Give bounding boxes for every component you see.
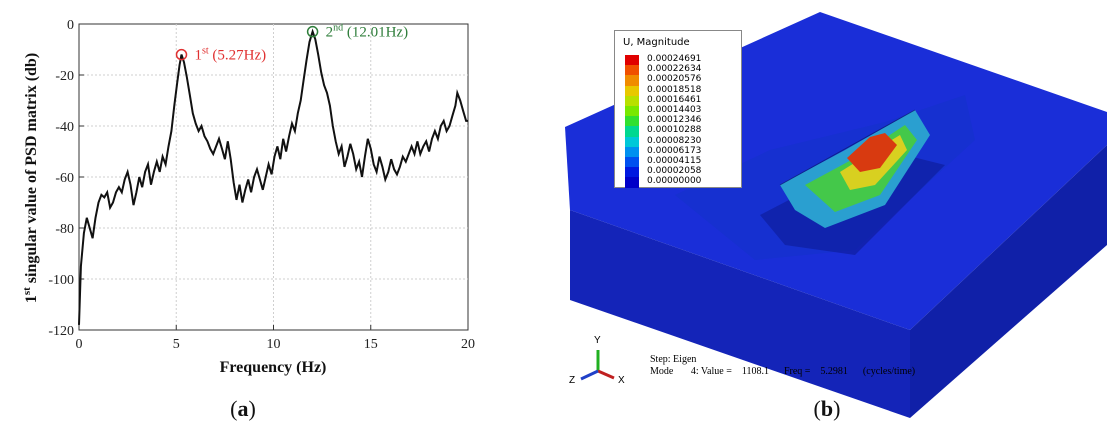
legend-swatch (625, 167, 639, 179)
peak-label-ordinal: 2 (326, 25, 334, 41)
peak-markers: 1st (5.27Hz) 2nd (12.01Hz) (175, 23, 408, 64)
y-axis-title-rest: singular value of PSD matrix (db) (23, 53, 40, 287)
legend-value: 0.00008230 (647, 135, 702, 146)
legend-entry: 0.00012346 (625, 115, 737, 128)
model-right-face (910, 145, 1107, 418)
x-tick-label: 20 (461, 337, 475, 352)
legend-swatch (625, 106, 639, 117)
y-tick-label: -120 (48, 324, 74, 339)
axis-ticks: 0 5 10 15 20 0 -20 -40 -60 -80 -100 -120 (48, 18, 475, 352)
mode-line: Mode 4: Value = 1108.1 Freq = 5.2981 (cy… (650, 366, 916, 377)
legend-swatch (625, 95, 639, 107)
peak-marker-2 (306, 25, 319, 38)
triad-x-label: X (618, 375, 625, 386)
y-tick-label: -80 (55, 222, 74, 237)
legend-entry: 0.00022634 (625, 64, 737, 77)
panel-label-a: (a) (230, 396, 256, 421)
legend-swatch (625, 65, 639, 77)
legend-entry: 0.00020576 (625, 74, 737, 87)
x-tick-label: 10 (267, 337, 281, 352)
triad-z-label: Z (569, 375, 575, 386)
legend-swatch (625, 177, 639, 189)
panel-label-a-letter: a (238, 396, 249, 421)
legend-value: 0.00022634 (647, 64, 702, 75)
dam-crest-max (847, 133, 897, 172)
legend-entry: 0.00000000 (625, 176, 737, 189)
y-axis-title-sup: st (21, 287, 33, 295)
legend-value: 0.00012346 (647, 115, 702, 126)
y-tick-label: -20 (55, 69, 74, 84)
peak-label-value: (5.27Hz) (209, 48, 266, 64)
legend-value: 0.00010288 (647, 125, 702, 136)
axes-triad: Y X Z (569, 335, 625, 386)
series-line (78, 28, 468, 325)
legend-swatch (625, 126, 639, 138)
legend-entry: 0.00010288 (625, 125, 737, 138)
legend-entry: 0.00024691 (625, 54, 737, 66)
legend-swatch (625, 75, 639, 87)
x-tick-label: 0 (76, 337, 83, 352)
legend-entry: 0.00008230 (625, 135, 737, 148)
legend-entry: 0.00014403 (625, 105, 737, 117)
y-tick-label: -40 (55, 120, 74, 135)
legend-entry: 0.00006173 (625, 145, 737, 158)
legend-swatch (625, 55, 639, 66)
legend-value: 0.00002058 (647, 166, 702, 177)
triad-x-axis (597, 369, 615, 380)
legend-entry: 0.00002058 (625, 166, 737, 179)
legend-entry: 0.00004115 (625, 156, 737, 168)
legend-swatch (625, 85, 639, 97)
y-tick-label: -60 (55, 171, 74, 186)
y-tick-label: -100 (48, 273, 74, 288)
legend-title: U, Magnitude (623, 37, 690, 48)
legend-swatch (625, 136, 639, 148)
triad-y-label: Y (594, 335, 601, 346)
legend-swatch (625, 146, 639, 158)
peak-label-ordinal: 1 (195, 48, 203, 64)
legend-value: 0.00000000 (647, 176, 702, 187)
legend-swatch (625, 157, 639, 168)
legend-value: 0.00020576 (647, 74, 702, 85)
grid (79, 24, 468, 330)
peak-label-sup: st (202, 46, 209, 57)
peak-label-1: 1st (5.27Hz) (195, 46, 267, 64)
panel-label-b-letter: b (821, 396, 833, 421)
legend-value: 0.00004115 (647, 156, 702, 166)
legend-value: 0.00006173 (647, 145, 702, 156)
peak-label-2: 2nd (12.01Hz) (326, 23, 408, 41)
x-axis-title: Frequency (Hz) (220, 359, 327, 376)
peak-label-value: (12.01Hz) (343, 25, 408, 41)
y-axis-title: 1st singular value of PSD matrix (db) (21, 53, 40, 303)
triad-z-axis (580, 369, 599, 381)
y-tick-label: 0 (67, 18, 74, 33)
peak-marker-1 (175, 48, 188, 61)
x-tick-label: 5 (173, 337, 180, 352)
y-axis-title-ordinal: 1 (23, 295, 40, 303)
legend-swatch (625, 116, 639, 128)
color-legend: U, Magnitude 0.00024691 0.00022634 0.00020… (614, 30, 742, 189)
dam-crest-edge (779, 109, 916, 186)
legend-value: 0.00018518 (647, 84, 702, 95)
legend-entry: 0.00018518 (625, 84, 737, 97)
step-line: Step: Eigen (650, 354, 697, 365)
legend-value: 0.00016461 (647, 94, 702, 105)
panel-label-b: (b) (814, 396, 841, 421)
model-front-face (570, 210, 910, 418)
peak-label-sup: nd (333, 23, 343, 34)
legend-value: 0.00024691 (647, 54, 702, 64)
legend-entry: 0.00016461 (625, 94, 737, 107)
step-info: Step: Eigen Mode 4: Value = 1108.1 Freq … (650, 354, 915, 378)
x-tick-label: 15 (364, 337, 378, 352)
legend-value: 0.00014403 (647, 105, 702, 115)
